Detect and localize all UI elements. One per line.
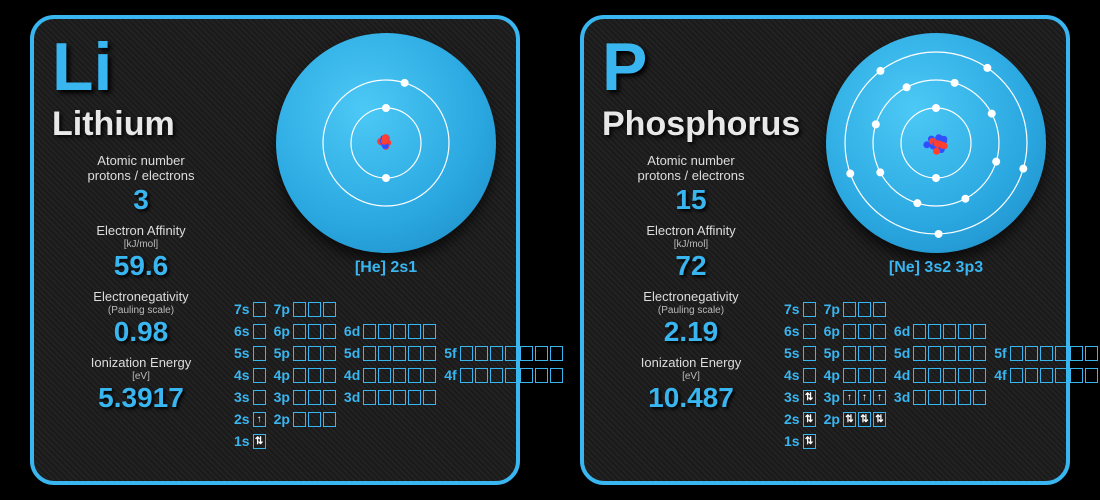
affinity-prop: Electron Affinity [kJ/mol] 72: [606, 224, 776, 282]
electron-config: [He] 2s1: [276, 259, 496, 277]
eneg-unit: (Pauling scale): [606, 305, 776, 316]
eneg-prop: Electronegativity (Pauling scale) 0.98: [56, 290, 226, 348]
atomic-number-value: 15: [606, 184, 776, 216]
orbital-diagram: 7s7p6s6p6d5s5p5d5f4s4p4d4f3s3p3d2s2p1s: [784, 299, 1100, 453]
ion-prop: Ionization Energy [eV] 10.487: [606, 356, 776, 414]
ion-label: Ionization Energy: [56, 356, 226, 371]
atom-diagram: [276, 33, 496, 253]
ion-prop: Ionization Energy [eV] 5.3917: [56, 356, 226, 414]
affinity-label: Electron Affinity: [606, 224, 776, 239]
eneg-label: Electronegativity: [56, 290, 226, 305]
ion-unit: [eV]: [56, 371, 226, 382]
ion-value: 10.487: [606, 382, 776, 414]
eneg-label: Electronegativity: [606, 290, 776, 305]
element-card-phosphorus: P Phosphorus [Ne] 3s2 3p3 Atomic number …: [580, 15, 1070, 485]
atomic-number-label: Atomic number protons / electrons: [56, 154, 226, 184]
affinity-label: Electron Affinity: [56, 224, 226, 239]
affinity-unit: [kJ/mol]: [56, 239, 226, 250]
ion-label: Ionization Energy: [606, 356, 776, 371]
atomic-number-prop: Atomic number protons / electrons 3: [56, 154, 226, 216]
element-card-lithium: Li Lithium [He] 2s1 Atomic number proton…: [30, 15, 520, 485]
atomic-number-prop: Atomic number protons / electrons 15: [606, 154, 776, 216]
properties-list: Atomic number protons / electrons 15 Ele…: [606, 154, 776, 422]
orbital-diagram: 7s7p6s6p6d5s5p5d5f4s4p4d4f3s3p3d2s2p1s: [234, 299, 569, 453]
affinity-unit: [kJ/mol]: [606, 239, 776, 250]
eneg-value: 2.19: [606, 316, 776, 348]
eneg-unit: (Pauling scale): [56, 305, 226, 316]
affinity-prop: Electron Affinity [kJ/mol] 59.6: [56, 224, 226, 282]
ion-value: 5.3917: [56, 382, 226, 414]
ion-unit: [eV]: [606, 371, 776, 382]
affinity-value: 72: [606, 250, 776, 282]
eneg-value: 0.98: [56, 316, 226, 348]
eneg-prop: Electronegativity (Pauling scale) 2.19: [606, 290, 776, 348]
atomic-number-label: Atomic number protons / electrons: [606, 154, 776, 184]
affinity-value: 59.6: [56, 250, 226, 282]
electron-config: [Ne] 3s2 3p3: [826, 259, 1046, 277]
properties-list: Atomic number protons / electrons 3 Elec…: [56, 154, 226, 422]
atom-diagram: [826, 33, 1046, 253]
atomic-number-value: 3: [56, 184, 226, 216]
